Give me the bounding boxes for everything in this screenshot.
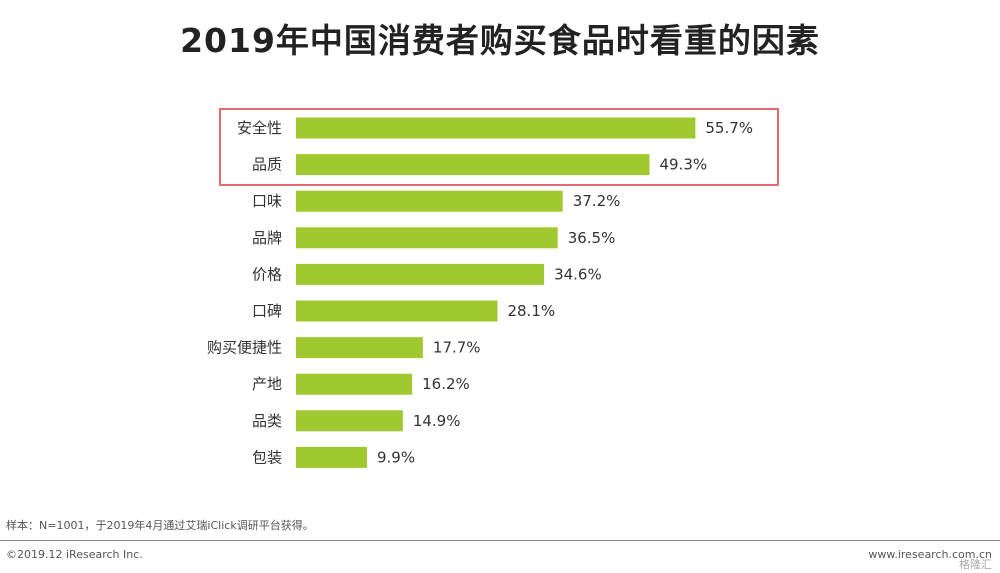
value-label: 55.7% [705, 119, 753, 137]
watermark: 格隆汇 [959, 558, 992, 571]
bar [296, 373, 413, 395]
bar [296, 446, 367, 468]
bar [296, 410, 403, 432]
category-label: 安全性 [237, 119, 282, 137]
category-label: 品类 [252, 412, 282, 430]
category-label: 口味 [252, 192, 282, 210]
footer-divider [0, 540, 1000, 541]
bar [296, 263, 545, 285]
source-note: 样本：N=1001，于2019年4月通过艾瑞iClick调研平台获得。 [6, 519, 314, 532]
value-label: 28.1% [507, 302, 555, 320]
copyright: ©2019.12 iResearch Inc. [6, 548, 143, 561]
bar [296, 154, 650, 176]
category-label: 品牌 [252, 229, 282, 247]
category-label: 价格 [252, 265, 282, 283]
category-label: 产地 [252, 375, 282, 393]
website-link[interactable]: www.iresearch.com.cn [868, 548, 992, 561]
value-label: 49.3% [659, 156, 707, 174]
value-label: 36.5% [568, 229, 616, 247]
bar [296, 300, 498, 322]
category-label: 包装 [252, 448, 282, 466]
value-label: 34.6% [554, 265, 602, 283]
bar [296, 117, 696, 139]
category-label: 口碑 [252, 302, 282, 320]
bar [296, 337, 423, 359]
value-label: 14.9% [413, 412, 461, 430]
value-label: 17.7% [433, 339, 481, 357]
chart-title: 2019年中国消费者购买食品时看重的因素 [180, 21, 820, 60]
value-label: 16.2% [422, 375, 470, 393]
bar-chart: 安全性 55.7% 品质 49.3% 口味 37.2% 品牌 36.5% 价格 34.6% 口碑 28… [207, 117, 753, 468]
bar [296, 227, 558, 249]
highlight-box [219, 108, 779, 186]
bar [296, 190, 563, 212]
category-label: 品质 [252, 156, 282, 174]
category-label: 购买便捷性 [207, 339, 282, 357]
value-label: 9.9% [377, 448, 415, 466]
value-label: 37.2% [573, 192, 621, 210]
